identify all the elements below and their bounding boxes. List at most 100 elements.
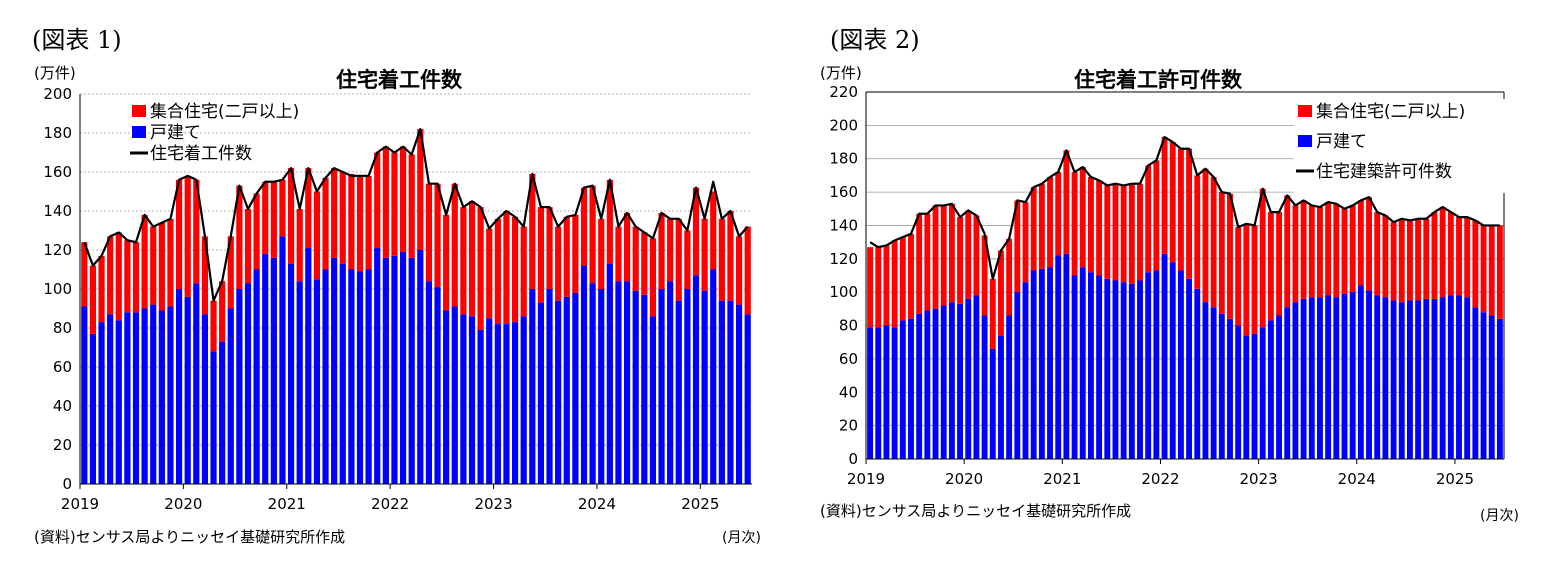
bar-multi-family xyxy=(1218,192,1225,314)
bar-single-family xyxy=(219,341,226,484)
bar-multi-family xyxy=(201,236,209,315)
bar-multi-family xyxy=(348,173,355,270)
bar-multi-family xyxy=(1390,222,1397,301)
x-tick-label: 2021 xyxy=(1043,470,1081,488)
bar-single-family xyxy=(1022,282,1029,459)
bar-multi-family xyxy=(1333,203,1340,298)
y-tick-label: 0 xyxy=(62,475,72,493)
bar-single-family xyxy=(973,295,980,459)
bar-single-family xyxy=(468,316,476,484)
bar-multi-family xyxy=(1284,195,1291,308)
bar-single-family xyxy=(1317,297,1323,459)
y-tick-label: 120 xyxy=(829,250,858,268)
x-tick-label: 2021 xyxy=(268,495,306,513)
bar-multi-family xyxy=(555,226,562,301)
bar-single-family xyxy=(692,275,700,484)
y-tick-label: 160 xyxy=(43,163,72,181)
bar-single-family xyxy=(1227,318,1233,459)
total-line xyxy=(83,128,749,302)
y-tick-label: 60 xyxy=(839,350,858,368)
bar-multi-family xyxy=(356,175,364,272)
bar-multi-family xyxy=(1357,200,1364,286)
bar-single-family xyxy=(1308,297,1315,459)
bar-single-family xyxy=(1112,280,1119,459)
y-tick-label: 120 xyxy=(43,241,72,259)
bar-single-family xyxy=(649,316,657,484)
bar-single-family xyxy=(981,315,988,459)
bar-multi-family xyxy=(1366,197,1372,291)
chart-title: 住宅着工件数 xyxy=(336,68,462,92)
bar-multi-family xyxy=(132,242,140,313)
y-tick-label: 100 xyxy=(43,280,72,298)
bar-single-family xyxy=(1006,315,1013,459)
bar-multi-family xyxy=(891,240,898,328)
chart-panel-2: (図表 2) (万件) 住宅着工許可件数 0 20 40 60 80 100 120 140 1… xyxy=(790,0,1551,574)
bar-single-family xyxy=(1194,288,1201,459)
bar-multi-family xyxy=(408,154,415,258)
bar-multi-family xyxy=(1177,148,1184,271)
bar-multi-family xyxy=(1325,202,1332,296)
bar-multi-family xyxy=(1006,238,1013,316)
bar-single-family xyxy=(1276,315,1283,459)
y-tick-label: 220 xyxy=(829,83,858,101)
bar-multi-family xyxy=(1079,167,1086,268)
bar-multi-family xyxy=(425,183,433,282)
bar-multi-family xyxy=(667,218,674,282)
bar-single-family xyxy=(546,289,553,484)
x-tick-label: 2020 xyxy=(945,470,983,488)
bar-single-family xyxy=(1423,298,1430,459)
bar-multi-family xyxy=(486,228,493,319)
bar-single-family xyxy=(1014,292,1021,459)
bar-single-family xyxy=(494,324,501,484)
bar-multi-family xyxy=(675,218,682,301)
bar-multi-family xyxy=(924,213,931,311)
legend-box xyxy=(1294,99,1508,193)
bar-single-family xyxy=(296,281,303,484)
bar-multi-family xyxy=(451,183,458,307)
bar-single-family xyxy=(81,306,88,484)
bar-multi-family xyxy=(1071,172,1078,276)
bar-multi-family xyxy=(589,185,596,284)
bar-single-family xyxy=(615,281,622,484)
bar-single-family xyxy=(891,327,898,459)
bar-multi-family xyxy=(1030,187,1037,271)
x-tick-label: 2019 xyxy=(847,470,885,488)
bar-multi-family xyxy=(313,191,321,280)
y-tick-label: 200 xyxy=(829,116,858,134)
y-tick-label: 40 xyxy=(53,397,72,415)
bar-single-family xyxy=(434,287,441,484)
bar-single-family xyxy=(998,335,1004,459)
bar-multi-family xyxy=(158,222,165,311)
bar-multi-family xyxy=(1243,223,1250,336)
bar-multi-family xyxy=(1308,205,1315,298)
bar-single-family xyxy=(555,300,562,484)
bar-multi-family xyxy=(658,212,665,289)
bar-single-family xyxy=(331,257,338,484)
bar-single-family xyxy=(1357,285,1364,459)
bar-single-family xyxy=(580,265,588,484)
x-tick-label: 2024 xyxy=(1338,470,1376,488)
bar-multi-family xyxy=(1055,172,1062,256)
bar-multi-family xyxy=(1447,212,1454,296)
bar-multi-family xyxy=(718,218,725,301)
bar-single-family xyxy=(132,312,140,484)
bar-multi-family xyxy=(1464,217,1471,298)
bar-multi-family xyxy=(1087,177,1094,273)
bar-single-family xyxy=(1087,272,1094,459)
bar-single-family xyxy=(107,314,114,484)
bar-multi-family xyxy=(563,216,570,297)
bar-single-family xyxy=(141,308,148,484)
y-tick-label: 140 xyxy=(43,202,72,220)
x-tick-label: 2024 xyxy=(578,495,616,513)
bar-single-family xyxy=(356,271,364,484)
y-tick-label: 80 xyxy=(53,319,72,337)
bar-multi-family xyxy=(1153,160,1160,271)
bar-multi-family xyxy=(494,218,501,325)
bar-single-family xyxy=(382,257,389,484)
bar-multi-family xyxy=(89,265,97,334)
bar-multi-family xyxy=(322,177,329,270)
bar-single-family xyxy=(365,269,372,484)
bar-multi-family xyxy=(1145,165,1152,273)
chart-svg: 0 20 40 60 80 100 120 140 160 180 200 220 2019 2020 20… xyxy=(829,83,1508,488)
legend-swatch-multi-family xyxy=(1298,105,1312,117)
